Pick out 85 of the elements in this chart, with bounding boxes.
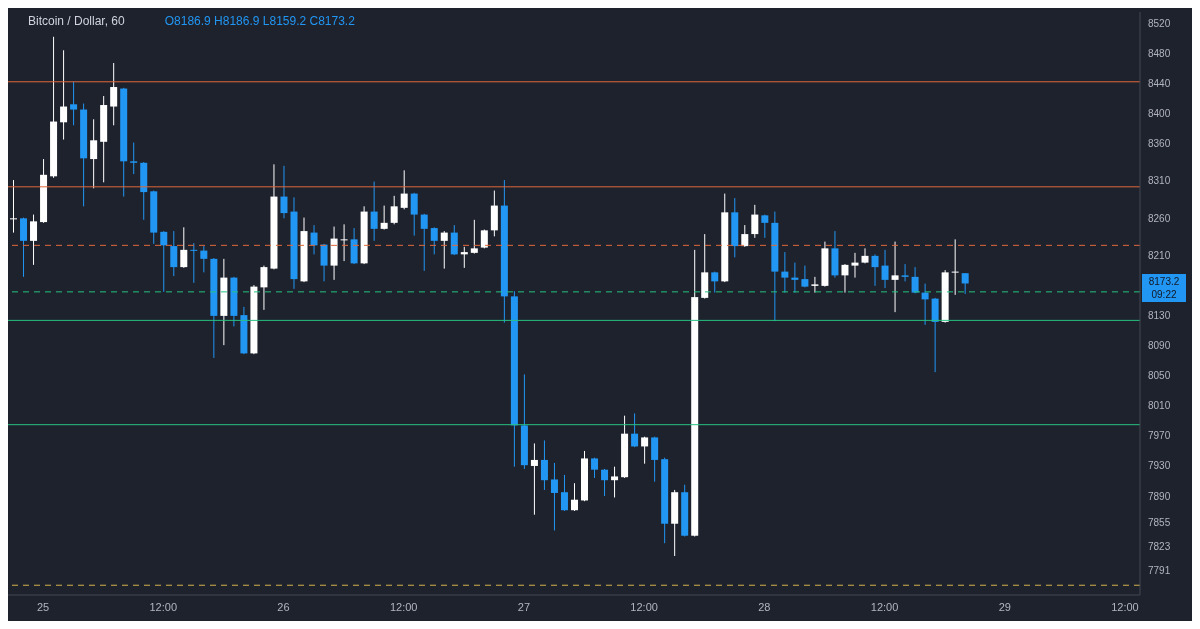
candlestick: [651, 436, 659, 483]
candlestick: [110, 62, 118, 126]
y-tick-label: 8260: [1148, 212, 1171, 224]
chart-title: Bitcoin / Dollar, 60: [28, 14, 125, 28]
y-tick-label: 8360: [1148, 137, 1171, 149]
candlestick: [180, 226, 188, 269]
candlestick: [641, 436, 649, 465]
y-tick-label: 8400: [1148, 107, 1171, 119]
candlestick: [470, 219, 478, 255]
y-tick-label: 8210: [1148, 250, 1171, 262]
text: 8173.2: [1147, 275, 1181, 289]
y-tick-label: 8310: [1148, 175, 1171, 187]
candlestick: [741, 224, 749, 248]
candlestick: [430, 226, 438, 255]
candlestick: [931, 297, 939, 373]
y-tick-label: 7970: [1148, 430, 1171, 442]
x-tick-label: 12:00: [630, 600, 658, 613]
y-tick-label: 8010: [1148, 400, 1171, 412]
candlestick: [70, 81, 78, 126]
candlestick: [851, 252, 859, 279]
x-tick-label: 25: [36, 600, 50, 613]
y-tick-label: 7791: [1148, 564, 1171, 576]
candlestick: [160, 230, 168, 293]
x-tick-label: 26: [277, 600, 290, 613]
candlestick: [550, 462, 558, 531]
candlestick: [320, 243, 328, 282]
x-tick-label: 29: [998, 600, 1011, 613]
candlestick: [450, 224, 458, 256]
y-tick-label: 8090: [1148, 340, 1171, 352]
candlestick: [420, 213, 428, 272]
candlestick: [380, 205, 388, 231]
candlestick: [440, 230, 448, 270]
candlestick: [570, 482, 578, 512]
y-tick-label: 8520: [1148, 17, 1171, 29]
y-tick-label: 7930: [1148, 460, 1171, 472]
candlestick: [751, 204, 759, 239]
candlestick: [951, 238, 959, 296]
y-tick-label: 7823: [1148, 540, 1171, 552]
candlestick: [871, 253, 879, 287]
candlestick: [30, 214, 38, 266]
candlestick: [20, 217, 28, 278]
y-tick-label: 8130: [1148, 310, 1171, 322]
candlestick: [891, 241, 899, 313]
annotation: O8186.9 H8186.9 L8159.2 C8173.2: [164, 14, 355, 28]
candlestick: [861, 247, 869, 264]
candlestick: [811, 276, 819, 294]
candlestick: [611, 466, 619, 498]
candlestick: [390, 195, 398, 225]
x-tick-label: 12:00: [149, 600, 178, 613]
candlestick: [90, 118, 98, 189]
x-tick-label: 28: [758, 600, 771, 613]
candlestick: [410, 192, 418, 237]
y-tick-label: 8480: [1148, 47, 1171, 59]
candlestick: [260, 265, 268, 311]
candlestick: [881, 249, 889, 289]
candlestick: [190, 242, 198, 284]
candlestick: [560, 474, 568, 512]
candlestick: [601, 468, 609, 497]
y-tick-label: 7855: [1148, 516, 1171, 528]
candlestick: [901, 263, 909, 282]
candlestick: [340, 223, 348, 262]
candlestick: [280, 165, 288, 219]
y-tick-label: 8050: [1148, 370, 1171, 382]
x-tick-label: 27: [517, 600, 531, 613]
candlestick: [400, 169, 408, 210]
candlestick: [540, 439, 548, 491]
candlestick: [841, 263, 849, 294]
x-tick-label: 12:00: [1111, 600, 1139, 613]
candlestick: [961, 272, 969, 295]
text: 09:22: [1150, 288, 1178, 302]
candlestick: [10, 179, 17, 234]
candlestick: [370, 181, 378, 242]
candlestick: [911, 266, 919, 294]
y-tick-label: 8440: [1148, 77, 1171, 89]
candlestick: [130, 142, 138, 175]
candlestick: [781, 251, 789, 294]
x-tick-label: 12:00: [389, 600, 418, 613]
candlestick: [60, 49, 68, 141]
x-tick-label: 12:00: [870, 600, 899, 613]
candlestick: [200, 245, 208, 273]
candlestick: [170, 230, 178, 277]
y-tick-label: 7890: [1148, 490, 1171, 502]
candlestick: [530, 442, 538, 516]
candlestick: [310, 224, 318, 255]
candlestick: [631, 412, 639, 448]
